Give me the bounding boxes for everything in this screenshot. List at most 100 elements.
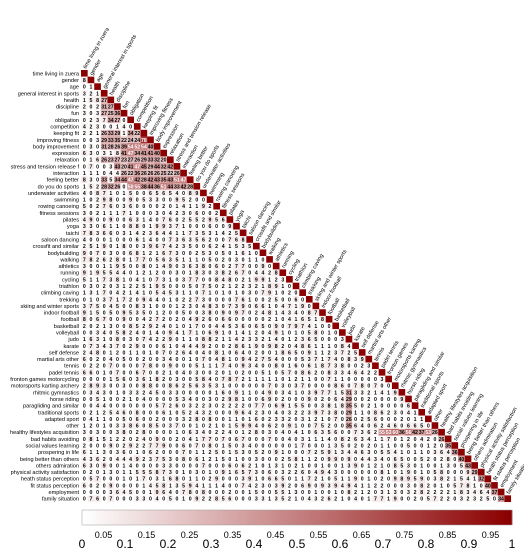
cell-value-label: 33 [174, 184, 180, 190]
cell-value-label: 0 [189, 444, 192, 450]
cell-value-label: 5 [109, 178, 112, 184]
heatmap-cell [352, 488, 359, 496]
colorbar-tick-label: 0.7 [375, 537, 392, 550]
heatmap-cell [81, 149, 88, 157]
heatmap-cell [94, 302, 101, 310]
heatmap-cell [87, 295, 95, 303]
heatmap-cell [299, 369, 306, 376]
cell-value-label: 9 [228, 397, 231, 403]
cell-value-label: 0 [175, 337, 178, 343]
heatmap-cell [114, 389, 121, 396]
cell-value-label: 0 [242, 257, 245, 263]
heatmap-cell [266, 408, 273, 416]
cell-value-label: 2 [347, 350, 350, 356]
cell-value-label: 0 [109, 457, 112, 463]
heatmap-cell [100, 109, 108, 117]
heatmap-cell [147, 408, 154, 416]
cell-value-label: 0 [248, 264, 251, 270]
cell-value-label: 7 [288, 304, 291, 310]
heatmap-cell [153, 482, 161, 489]
heatmap-cell [147, 295, 154, 303]
cell-value-label: 7 [242, 264, 245, 270]
heatmap-cell [173, 375, 181, 383]
heatmap-cell [107, 395, 115, 403]
heatmap-cell [365, 475, 373, 483]
heatmap-cell [292, 422, 300, 429]
cell-value-label: 4 [228, 364, 231, 370]
cell-value-label: 3 [281, 277, 284, 283]
heatmap-cell [120, 222, 128, 230]
cell-value-label: 2 [83, 384, 86, 390]
heatmap-cell [173, 382, 181, 390]
cell-value-label: 2 [182, 304, 185, 310]
heatmap-cell [173, 242, 181, 250]
cell-value-label: 5 [242, 470, 245, 476]
cell-value-label: 0 [149, 264, 152, 270]
heatmap-cell [81, 408, 88, 416]
cell-value-label: 1 [149, 224, 152, 230]
heatmap-cell [279, 428, 287, 436]
heatmap-cell [147, 236, 154, 243]
cell-value-label: 0 [142, 331, 145, 337]
heatmap-cell [147, 163, 154, 170]
heatmap-cell [153, 329, 161, 336]
cell-value-label: 0 [156, 364, 159, 370]
heatmap-cell [253, 282, 260, 290]
heatmap-cell [81, 349, 88, 356]
row-label: climbing caving [41, 291, 79, 297]
cell-value-label: 36 [399, 430, 405, 436]
heatmap-cell [127, 455, 134, 463]
cell-value-label: 1 [96, 291, 99, 297]
row-label: tennis [64, 364, 79, 370]
cell-value-label: 1 [308, 437, 311, 443]
heatmap-cell [352, 408, 359, 416]
cell-value-label: 2 [156, 324, 159, 330]
cell-value-label: 0 [308, 430, 311, 436]
heatmap-cell [173, 455, 181, 463]
cell-value-label: 1 [169, 410, 172, 416]
heatmap-cell [167, 355, 174, 363]
heatmap-cell [385, 475, 392, 483]
heatmap-cell [173, 475, 181, 483]
cell-value-label: 6 [129, 218, 132, 224]
cell-value-label: 9 [109, 483, 112, 489]
heatmap-cell [180, 309, 187, 316]
heatmap-cell [160, 276, 168, 283]
heatmap-cell [133, 176, 141, 184]
row-label: relaxation [55, 158, 79, 164]
cell-value-label: 3 [202, 384, 205, 390]
cell-value-label: 0 [189, 390, 192, 396]
cell-value-label: 8 [467, 483, 470, 489]
heatmap-cell [114, 422, 121, 429]
heatmap-cell [272, 382, 280, 390]
cell-value-label: 0 [136, 297, 139, 303]
cell-value-label: 3 [162, 357, 165, 363]
cell-value-label: 3 [407, 483, 410, 489]
heatmap-cell [147, 495, 154, 503]
heatmap-cell [107, 369, 115, 376]
cell-value-label: 9 [169, 364, 172, 370]
cell-value-label: 0 [321, 384, 324, 390]
heatmap-cell [140, 342, 148, 350]
heatmap-cell [279, 435, 287, 443]
heatmap-cell [186, 362, 194, 370]
cell-value-label: 1 [215, 364, 218, 370]
cell-value-label: 3 [149, 198, 152, 204]
cell-value-label: 1 [222, 350, 225, 356]
heatmap-cell [94, 442, 101, 449]
cell-value-label: 0 [314, 397, 317, 403]
heatmap-cell [100, 428, 108, 436]
cell-value-label: 0 [308, 424, 311, 430]
cell-value-label: 0 [295, 417, 298, 423]
heatmap-cell [140, 495, 148, 503]
heatmap-cell [100, 435, 108, 443]
heatmap-cell [305, 322, 313, 330]
cell-value-label: 0 [123, 390, 126, 396]
cell-value-label: 0 [195, 224, 198, 230]
cell-value-label: 5 [195, 218, 198, 224]
heatmap-cell [107, 262, 115, 270]
heatmap-cell [133, 189, 141, 197]
heatmap-cell [253, 495, 260, 503]
heatmap-cell [94, 428, 101, 436]
heatmap-cell [186, 488, 194, 496]
